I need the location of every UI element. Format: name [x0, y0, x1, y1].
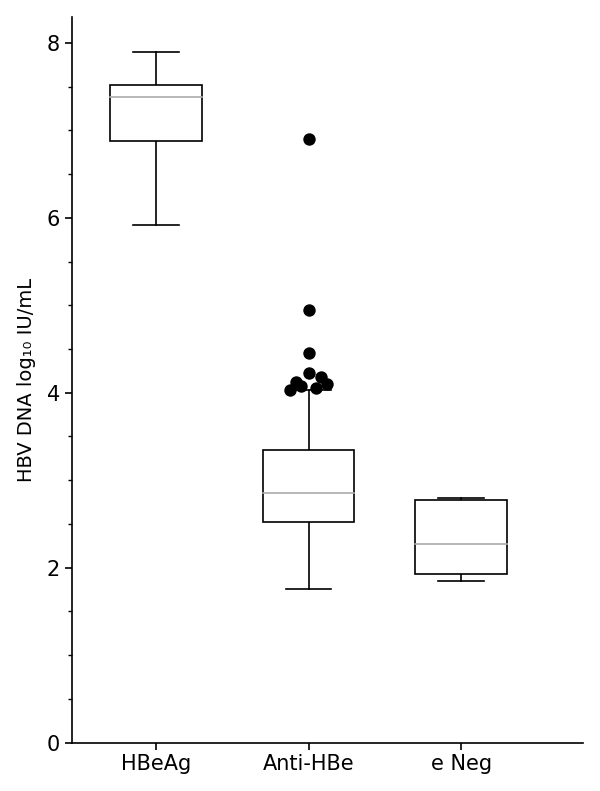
Point: [322, 377, 332, 390]
Point: [311, 382, 321, 395]
Bar: [110, 85, 202, 141]
Point: [292, 376, 301, 388]
Point: [296, 380, 306, 392]
Point: [304, 303, 313, 316]
Y-axis label: HBV DNA log₁₀ IU/mL: HBV DNA log₁₀ IU/mL: [17, 278, 35, 482]
Point: [286, 384, 295, 396]
Bar: [263, 449, 355, 522]
Point: [304, 367, 313, 380]
Point: [304, 133, 313, 146]
Point: [304, 347, 313, 360]
Bar: [415, 500, 507, 573]
Point: [316, 371, 326, 384]
